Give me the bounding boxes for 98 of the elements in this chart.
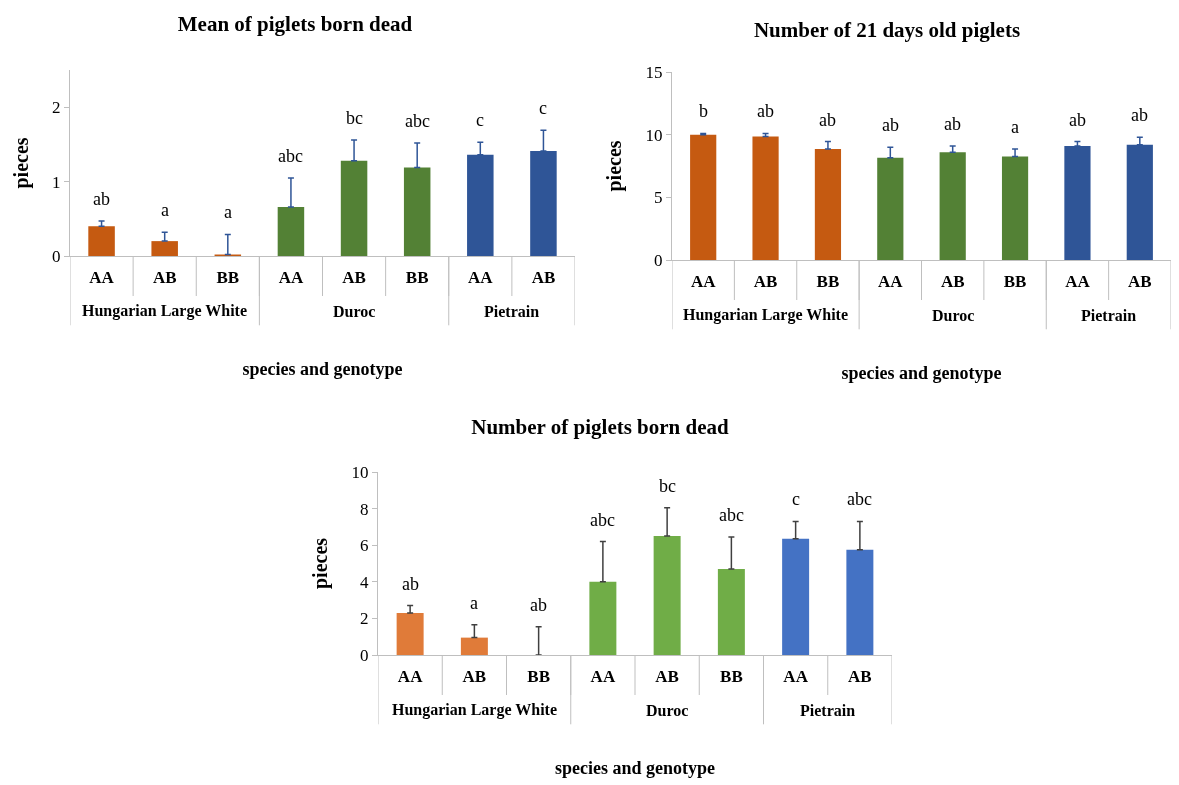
bar	[877, 157, 904, 260]
x-tick-label: AA	[878, 272, 904, 292]
bar	[396, 612, 424, 655]
x-axis-title: species and genotype	[554, 757, 716, 778]
x-tick-label: BB	[527, 667, 550, 687]
text: Hungarian Large White	[82, 302, 248, 320]
text: Pietrain	[1081, 307, 1137, 324]
bar	[752, 136, 779, 260]
data-label: ab	[1131, 105, 1148, 125]
data-label: a	[224, 202, 232, 222]
data-label: ab	[757, 101, 774, 121]
chart-title: Mean of piglets born dead	[177, 12, 413, 37]
x-tick-label: AA	[783, 667, 809, 687]
x-axis-title: species and genotype	[841, 362, 1002, 383]
bar	[690, 134, 717, 260]
bar	[340, 160, 368, 256]
text: Duroc	[932, 307, 975, 324]
x-tick-label: AB	[152, 268, 177, 288]
y-tick-label: 10	[645, 125, 663, 145]
x-tick-label: BB	[1003, 272, 1027, 292]
x-tick-label: AA	[397, 667, 424, 687]
data-label: ab	[93, 189, 110, 209]
y-tick-label: 10	[351, 462, 369, 482]
data-label: abc	[405, 111, 430, 131]
bar	[151, 241, 178, 256]
data-label: bc	[659, 476, 676, 496]
x-tick-label: BB	[816, 272, 840, 292]
y-tick-label: 2	[360, 609, 369, 629]
y-tick-label: 4	[360, 572, 370, 592]
bar	[277, 206, 305, 256]
bar	[589, 581, 617, 655]
bar	[1064, 145, 1091, 260]
data-label: ab	[944, 114, 961, 134]
y-tick-label: 0	[52, 246, 61, 266]
text: Pietrain	[484, 303, 540, 320]
chart-title: Number of 21 days old piglets	[753, 18, 1021, 43]
data-label: ab	[819, 110, 836, 130]
x-tick-label: AA	[690, 272, 717, 292]
y-tick-label: 6	[360, 536, 369, 556]
text: Pietrain	[800, 702, 856, 719]
data-label: a	[161, 200, 169, 220]
data-label: abc	[847, 489, 872, 509]
data-label: c	[476, 110, 484, 130]
x-tick-label: AB	[753, 272, 778, 292]
text: Duroc	[646, 702, 689, 719]
data-label: ab	[530, 595, 547, 615]
bar	[939, 152, 966, 260]
data-label: ab	[882, 115, 899, 135]
y-tick-label: 2	[52, 98, 61, 118]
x-tick-label: AA	[278, 268, 304, 288]
x-axis-title: species and genotype	[242, 358, 403, 379]
y-tick-label: 5	[654, 188, 663, 208]
text: Hungarian Large White	[683, 306, 849, 324]
x-tick-label: AB	[940, 272, 965, 292]
data-label: b	[699, 101, 708, 121]
chart-title: Number of piglets born dead	[471, 415, 730, 440]
bar	[88, 226, 115, 256]
data-label: ab	[402, 574, 419, 594]
x-tick-label: AA	[590, 667, 616, 687]
data-label: bc	[346, 108, 363, 128]
x-tick-label: BB	[720, 667, 743, 687]
bar	[846, 549, 874, 655]
y-tick-label: 0	[654, 250, 663, 270]
text: Duroc	[333, 303, 376, 320]
x-tick-label: AA	[89, 268, 115, 288]
data-label: ab	[1069, 110, 1086, 130]
y-tick-label: 8	[360, 499, 369, 519]
y-axis-title: pieces	[9, 137, 33, 189]
y-axis-title: pieces	[309, 537, 333, 590]
bar	[814, 149, 842, 260]
x-tick-label: AA	[1065, 272, 1091, 292]
y-tick-label: 15	[645, 62, 663, 82]
x-tick-label: AA	[468, 268, 494, 288]
y-axis-title: pieces	[603, 140, 627, 192]
x-tick-label: AB	[462, 667, 487, 687]
bar	[1001, 156, 1029, 260]
data-label: a	[1011, 117, 1019, 137]
y-tick-label: 1	[52, 172, 61, 192]
bar	[717, 568, 745, 655]
data-label: a	[470, 593, 478, 613]
bar	[460, 637, 488, 655]
data-label: abc	[590, 510, 615, 530]
data-label: abc	[719, 505, 744, 525]
data-label: c	[539, 98, 547, 118]
x-tick-label: AB	[342, 268, 366, 288]
bar	[653, 536, 681, 655]
data-label: abc	[278, 146, 303, 166]
x-tick-label: AB	[531, 268, 556, 288]
x-tick-label: BB	[216, 268, 240, 288]
y-tick-label: 0	[360, 645, 369, 665]
text: Hungarian Large White	[392, 701, 558, 719]
x-tick-label: AB	[655, 667, 679, 687]
x-tick-label: BB	[405, 268, 429, 288]
bar	[403, 167, 431, 256]
data-label: c	[792, 489, 800, 509]
x-tick-label: AB	[848, 667, 872, 687]
x-tick-label: AB	[1128, 272, 1152, 292]
bar	[782, 538, 810, 655]
